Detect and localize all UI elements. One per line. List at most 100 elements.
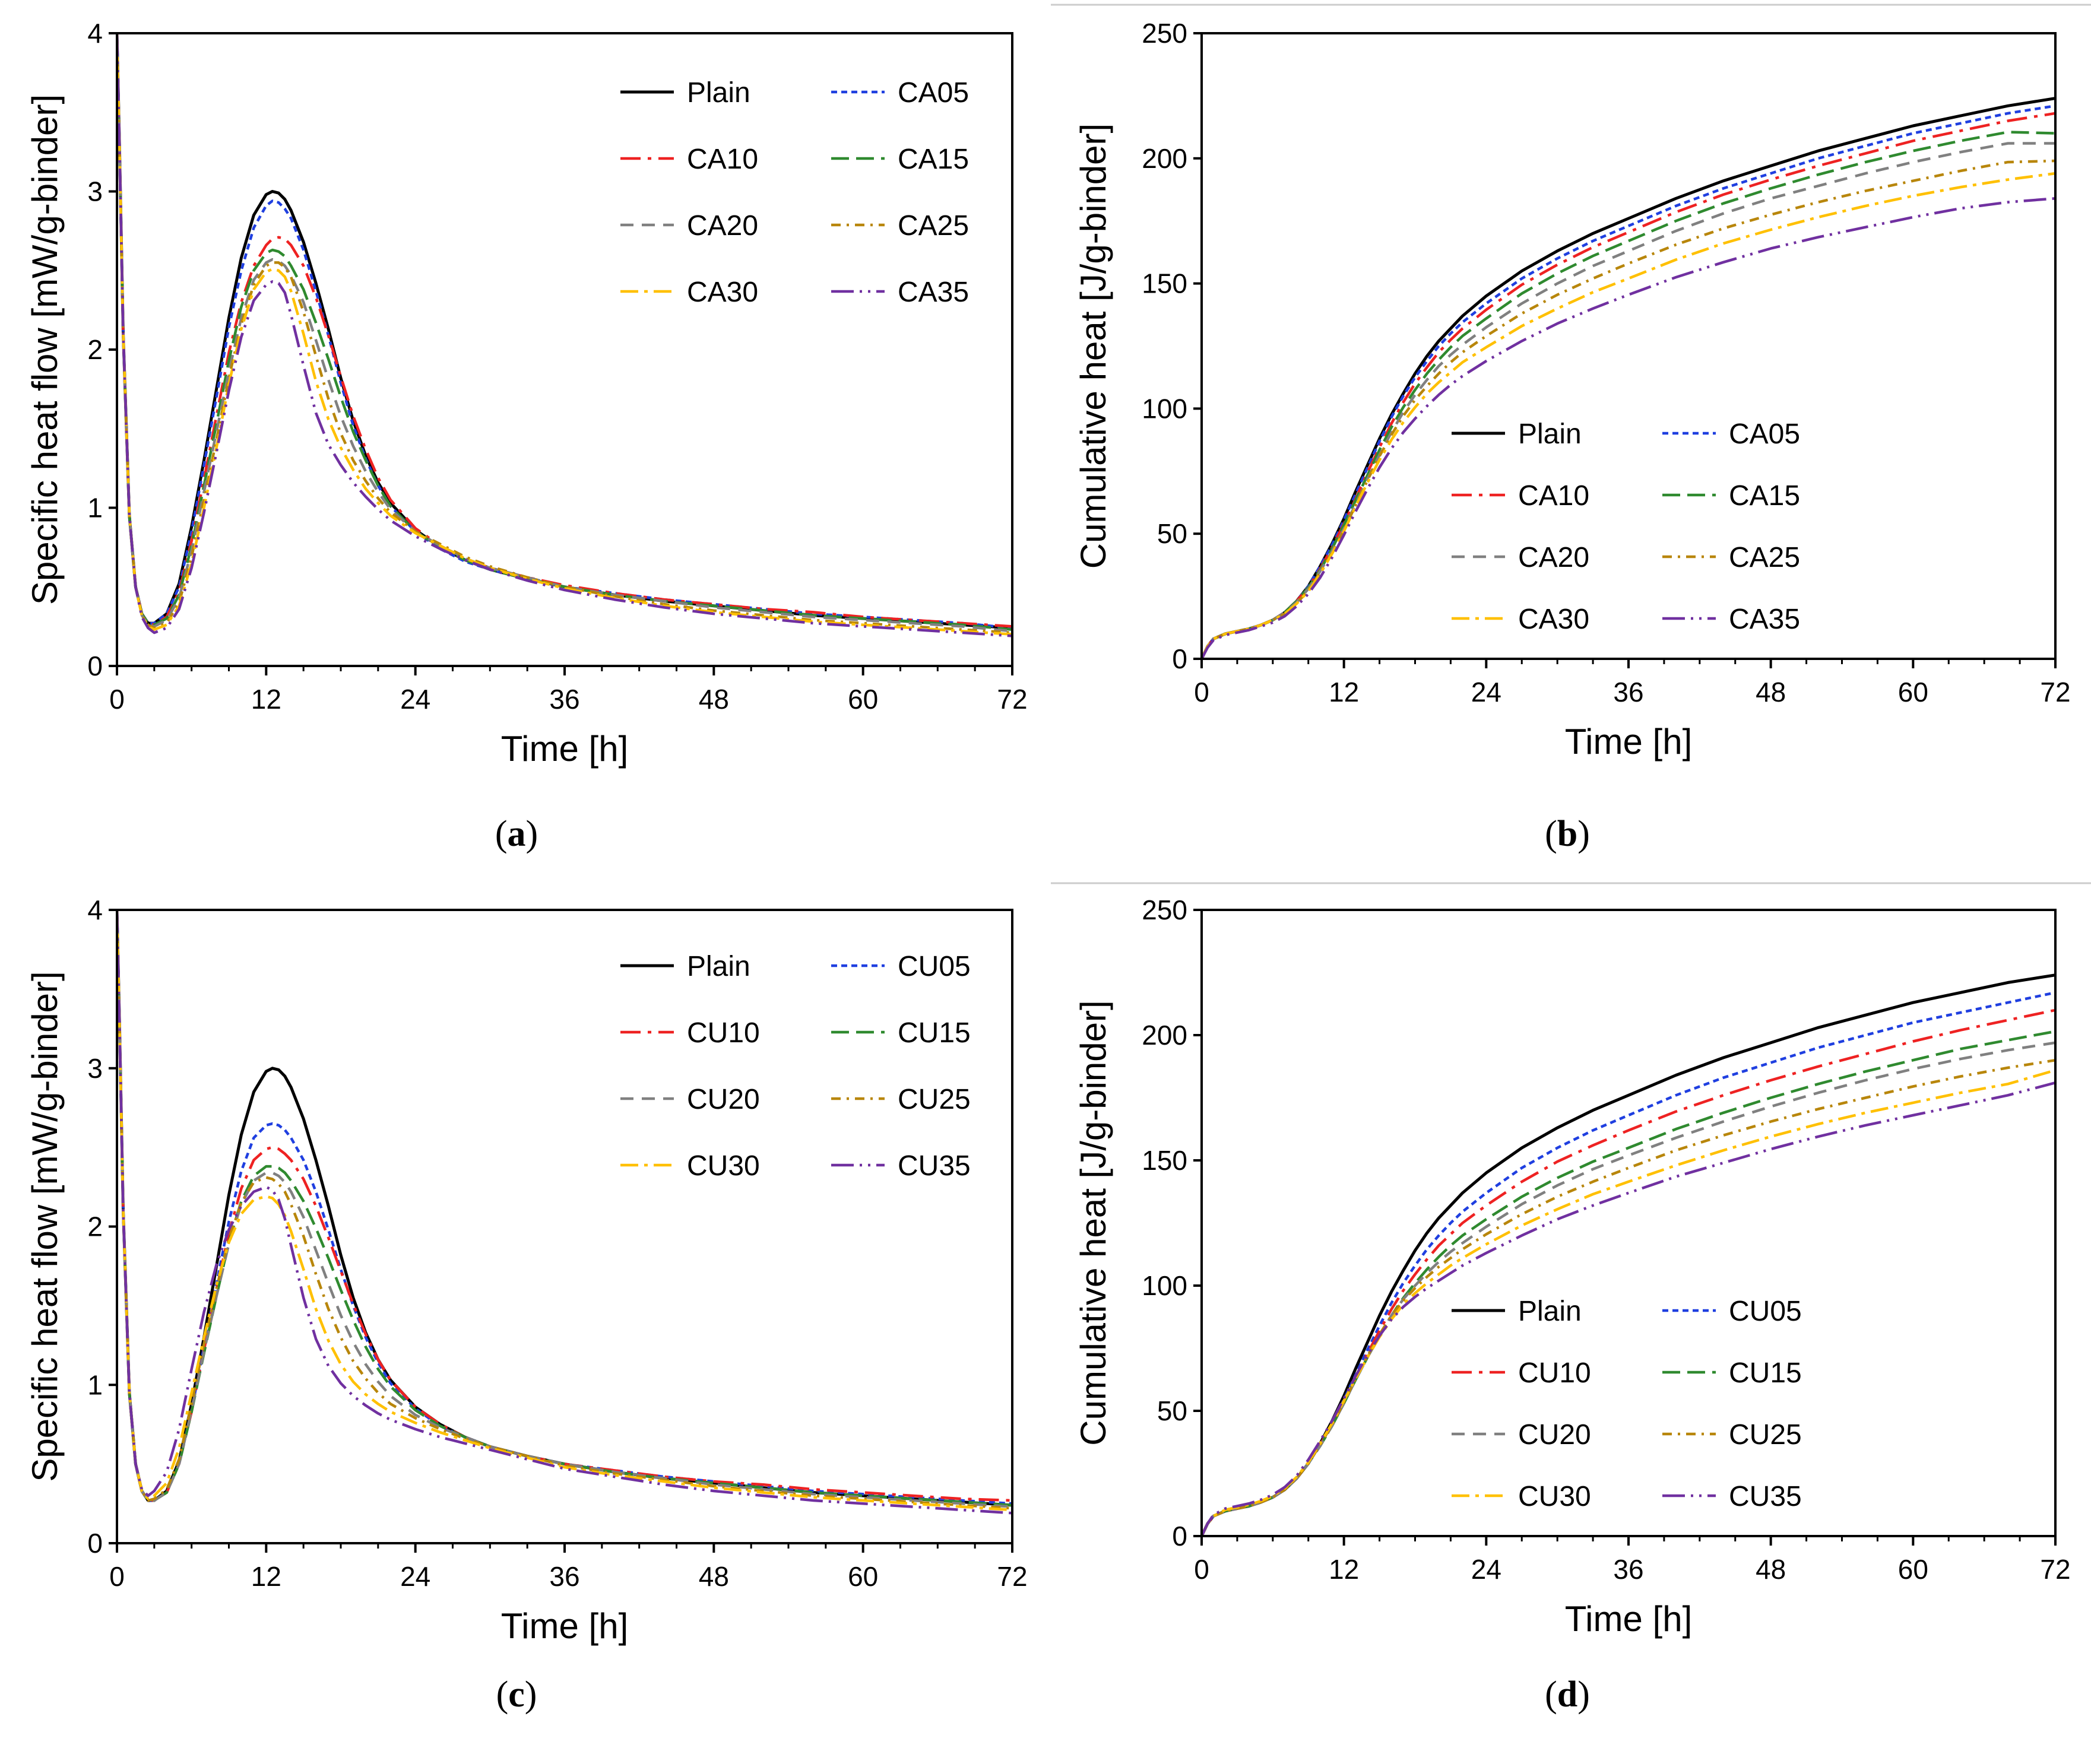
- legend: Plain CU05 CU10 CU15 CU20 CU25 CU30 CU35: [620, 951, 971, 1182]
- y-axis-label: Specific heat flow [mW/g-binder]: [25, 94, 65, 605]
- series-line-cu25: [117, 910, 1012, 1510]
- x-tick-label: 0: [109, 684, 125, 715]
- x-tick-label: 0: [1194, 677, 1209, 707]
- x-axis-label: Time [h]: [1565, 722, 1692, 762]
- x-tick-label: 12: [1329, 677, 1359, 707]
- x-tick-label: 60: [848, 1561, 878, 1592]
- caption-letter: b: [1557, 814, 1577, 854]
- series-line-cu05: [117, 910, 1012, 1505]
- caption-close-paren: ): [1577, 814, 1590, 854]
- legend-label-cu30: CU30: [687, 1150, 760, 1182]
- caption-open-paren: (: [495, 814, 508, 854]
- x-tick-label: 12: [251, 1561, 281, 1592]
- y-tick-label: 4: [87, 894, 103, 925]
- x-tick-label: 12: [1329, 1554, 1359, 1585]
- legend-label-cu35: CU35: [898, 1150, 971, 1182]
- panel-caption: (d): [1545, 1674, 1590, 1715]
- x-tick-label: 48: [699, 684, 729, 715]
- y-axis-label: Cumulative heat [J/g-binder]: [1073, 1000, 1113, 1445]
- legend-label-ca15: CA15: [898, 144, 969, 175]
- legend-label-ca05: CA05: [898, 77, 969, 109]
- y-tick-label: 0: [87, 651, 103, 681]
- caption-close-paren: ): [525, 1674, 537, 1715]
- caption-open-paren: (: [1545, 814, 1557, 854]
- legend-label-ca30: CA30: [687, 277, 758, 308]
- x-tick-label: 24: [400, 684, 430, 715]
- legend-label-cu20: CU20: [1518, 1419, 1591, 1451]
- x-tick-label: 36: [1613, 1554, 1643, 1585]
- x-tick-label: 24: [1471, 677, 1501, 707]
- series-group: [1202, 97, 2055, 659]
- x-tick-label: 48: [699, 1561, 729, 1592]
- y-tick-label: 0: [87, 1528, 103, 1559]
- legend-label-ca30: CA30: [1518, 604, 1589, 635]
- y-tick-label: 50: [1157, 1395, 1187, 1426]
- legend-label-plain: Plain: [687, 77, 750, 109]
- series-line-cu30: [117, 910, 1012, 1512]
- y-tick-label: 250: [1142, 18, 1187, 49]
- legend-label-ca20: CA20: [1518, 542, 1589, 573]
- x-tick-label: 60: [848, 684, 878, 715]
- legend-label-ca35: CA35: [1729, 604, 1800, 635]
- y-tick-label: 0: [1172, 1521, 1187, 1552]
- x-tick-label: 36: [549, 684, 579, 715]
- chart-panel-d: 0 12 24 36 48 60 72 0 50 100 150 200 250 Time [h] Cumu…: [1073, 894, 2071, 1715]
- y-axis-label: Cumulative heat [J/g-binder]: [1073, 123, 1113, 569]
- legend: Plain CA05 CA10 CA15 CA20 CA25 CA30 CA35: [620, 77, 969, 308]
- legend-label-cu05: CU05: [898, 951, 971, 982]
- legend: Plain CA05 CA10 CA15 CA20 CA25 CA30 CA35: [1452, 418, 1800, 635]
- y-axis-label: Specific heat flow [mW/g-binder]: [25, 971, 65, 1481]
- series-line-ca30: [1202, 172, 2055, 659]
- y-tick-label: 3: [87, 1053, 103, 1084]
- legend-label-plain: Plain: [687, 951, 750, 982]
- x-tick-label: 36: [1613, 677, 1643, 707]
- y-tick-label: 3: [87, 176, 103, 207]
- legend-label-ca10: CA10: [687, 144, 758, 175]
- legend-label-cu30: CU30: [1518, 1481, 1591, 1512]
- legend: Plain CU05 CU10 CU15 CU20 CU25 CU30 CU35: [1452, 1296, 1802, 1512]
- legend-label-cu10: CU10: [687, 1017, 760, 1049]
- legend-label-ca25: CA25: [898, 210, 969, 242]
- x-tick-label: 0: [109, 1561, 125, 1592]
- series-line-cu10: [1202, 1008, 2055, 1536]
- legend-label-ca20: CA20: [687, 210, 758, 242]
- legend-label-plain: Plain: [1518, 1296, 1582, 1327]
- x-tick-label: 72: [997, 684, 1027, 715]
- x-tick-label: 72: [997, 1561, 1027, 1592]
- y-tick-label: 1: [87, 1369, 103, 1400]
- series-line-cu20: [117, 910, 1012, 1508]
- legend-label-cu15: CU15: [898, 1017, 971, 1049]
- legend-label-cu15: CU15: [1729, 1357, 1802, 1389]
- legend-label-cu25: CU25: [898, 1084, 971, 1115]
- x-tick-label: 48: [1756, 677, 1786, 707]
- x-tick-label: 60: [1898, 677, 1928, 707]
- legend-label-cu05: CU05: [1729, 1296, 1802, 1327]
- caption-letter: d: [1557, 1674, 1577, 1715]
- series-line-ca10: [1202, 112, 2055, 659]
- panel-caption: (b): [1545, 814, 1590, 854]
- y-tick-label: 100: [1142, 393, 1187, 424]
- series-group: [117, 910, 1012, 1515]
- series-line-ca10: [117, 33, 1012, 628]
- legend-label-cu10: CU10: [1518, 1357, 1591, 1389]
- series-line-ca30: [117, 33, 1012, 636]
- series-line-cu30: [1202, 1068, 2055, 1536]
- x-tick-label: 0: [1194, 1554, 1209, 1585]
- caption-open-paren: (: [1545, 1674, 1557, 1715]
- y-tick-label: 100: [1142, 1270, 1187, 1301]
- y-tick-label: 0: [1172, 643, 1187, 674]
- x-tick-label: 24: [1471, 1554, 1501, 1585]
- caption-close-paren: ): [1577, 1674, 1590, 1715]
- series-line-ca35: [117, 33, 1012, 637]
- legend-label-ca05: CA05: [1729, 418, 1800, 450]
- y-tick-label: 50: [1157, 518, 1187, 549]
- legend-label-cu25: CU25: [1729, 1419, 1802, 1451]
- x-tick-label: 72: [2040, 1554, 2070, 1585]
- panel-caption: (a): [495, 814, 538, 854]
- y-tick-label: 1: [87, 493, 103, 524]
- series-line-cu35: [117, 910, 1012, 1515]
